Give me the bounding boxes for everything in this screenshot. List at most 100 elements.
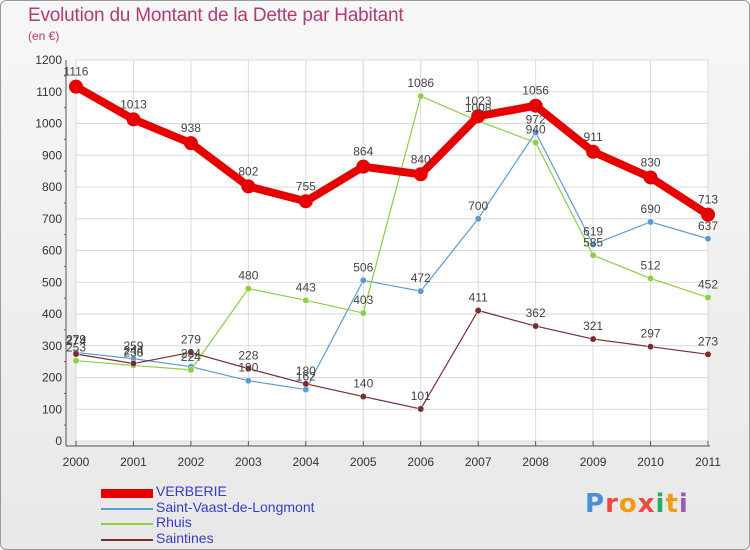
data-point [244,365,252,373]
data-point [704,235,712,243]
data-label: 101 [411,389,431,403]
data-label: 1086 [407,76,434,90]
x-tick-label: 2011 [695,455,721,469]
proxiti-logo: Proxiti [585,489,689,519]
data-point [474,307,482,314]
data-point [244,285,252,293]
data-point [704,294,712,301]
chart-title: Evolution du Montant de la Dette par Hab… [28,5,404,26]
legend-label: Saint-Vaast-de-Longmont [156,499,315,515]
y-tick-label: 100 [42,402,62,416]
legend-swatch [101,523,153,525]
data-label: 190 [238,361,258,375]
data-point [302,386,310,394]
data-label: 228 [238,349,258,363]
data-point [704,350,712,358]
data-label: 472 [411,271,431,285]
data-label: 140 [353,377,373,391]
data-point [126,112,141,127]
data-label: 274 [66,334,86,348]
data-label: 700 [468,199,488,213]
y-tick-label: 900 [42,148,62,162]
y-tick-label: 600 [42,244,62,258]
data-point [183,136,198,151]
data-label: 972 [526,112,546,126]
y-tick-label: 700 [42,212,62,226]
data-label: 234 [181,347,201,361]
legend-swatch [101,508,153,510]
x-tick-label: 2004 [292,455,319,469]
data-label: 224 [181,350,201,364]
data-label: 830 [641,155,661,169]
data-label: 480 [238,269,258,283]
data-label: 506 [353,260,373,274]
x-tick-label: 2006 [407,455,434,469]
data-label: 637 [698,219,718,233]
y-tick-label: 1100 [36,85,62,99]
data-label: 1116 [64,65,89,79]
data-point [532,128,540,136]
y-tick-label: 500 [42,275,62,289]
x-tick-label: 2008 [522,455,549,469]
data-point [298,194,313,209]
x-tick-label: 2003 [235,455,262,469]
data-label: 713 [698,193,718,207]
data-point [302,296,310,304]
data-label: 1008 [465,101,492,115]
data-point [187,348,195,356]
data-point [474,215,482,223]
data-point [359,309,367,317]
data-label: 1056 [522,84,549,98]
data-label: 238 [123,345,143,359]
data-point [244,377,252,385]
data-point [643,170,658,185]
data-point [187,366,195,374]
y-tick-label: 200 [42,371,62,385]
data-label: 840 [411,152,431,166]
data-point [528,98,543,113]
data-label: 940 [526,123,546,137]
legend-swatch [101,539,153,541]
data-label: 802 [238,164,258,178]
data-point [241,179,256,194]
data-label: 1023 [465,94,492,108]
data-label: 1013 [120,97,147,111]
data-point [647,218,654,226]
y-tick-label: 1000 [35,117,62,131]
data-point [532,322,540,330]
data-point [647,343,654,351]
data-point [417,405,425,413]
data-label: 452 [698,277,718,291]
data-label: 690 [641,202,661,216]
data-label: 253 [66,341,86,355]
data-label: 259 [123,339,143,353]
series-line-3 [75,309,709,410]
y-tick-label: 400 [42,307,62,321]
data-point [359,276,367,284]
data-point [302,380,310,388]
legend-label: VERBERIE [156,483,227,499]
data-point [647,274,654,282]
data-point [701,207,715,222]
data-point [72,357,80,365]
x-tick-label: 2000 [63,455,90,469]
data-point [417,92,425,100]
data-label: 403 [353,293,373,307]
data-label: 279 [66,332,86,346]
data-label: 297 [641,327,661,341]
data-label: 321 [583,319,603,333]
series-line-1 [75,131,709,391]
x-tick-label: 2007 [465,455,492,469]
legend-label: Saintines [156,530,214,546]
chart-subtitle: (en €) [28,29,60,43]
data-point [589,251,597,259]
data-label: 162 [296,370,316,384]
y-tick-label: 300 [42,339,62,353]
data-label: 279 [181,332,201,346]
x-tick-label: 2010 [637,455,664,469]
data-point [413,167,428,182]
data-point [589,241,597,248]
data-point [589,335,597,343]
data-label: 411 [469,291,488,305]
